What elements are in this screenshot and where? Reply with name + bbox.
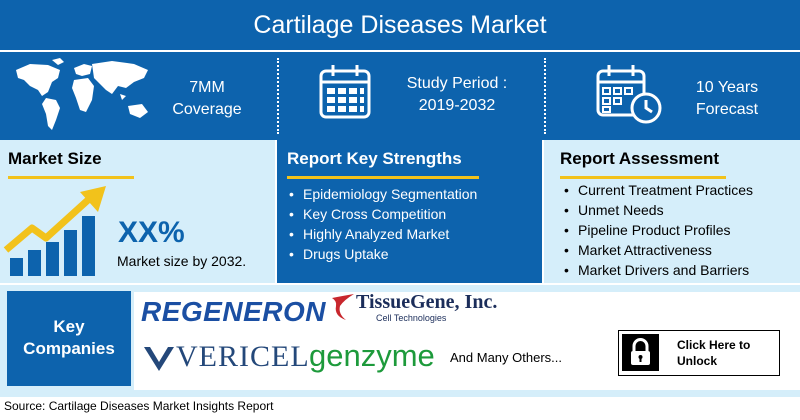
forecast-cell: 10 Years Forecast [546,52,800,140]
list-item: Drugs Uptake [289,244,477,264]
key-companies-label: Key Companies [7,291,131,386]
report-assessment-panel: Report Assessment Current Treatment Prac… [544,140,800,283]
divider [277,58,279,134]
unlock-label: Click Here to Unlock [677,337,750,369]
page-title: Cartilage Diseases Market [0,0,800,50]
unlock-label-line1: Click Here to [677,338,751,352]
lock-tile [622,334,659,371]
list-item: Unmet Needs [564,200,753,220]
title-underline [8,176,134,179]
list-item: Current Treatment Practices [564,180,753,200]
coverage-label: Coverage [172,101,242,118]
list-item: Market Drivers and Barriers [564,260,753,280]
vericel-mark-icon [144,347,174,371]
highlights-row: 7MM Coverage Study Period : 2019-2032 [0,52,800,140]
coverage-text: 7MM Coverage [162,77,252,121]
growth-chart-icon [3,186,106,276]
coverage-value: 7MM [189,79,225,96]
regeneron-logo: REGENERON [141,296,326,327]
others-text: And Many Others... [450,350,562,365]
tissuegene-swoosh-icon [332,294,354,320]
list-item: Pipeline Product Profiles [564,220,753,240]
study-period-cell: Study Period : 2019-2032 [279,52,544,140]
list-item: Key Cross Competition [289,204,477,224]
forecast-text: 10 Years Forecast [682,77,772,121]
source-note: Source: Cartilage Diseases Market Insigh… [4,399,274,413]
vericel-logo: VERICEL [176,340,310,373]
tissuegene-tagline: Cell Technologies [376,313,447,323]
key-strengths-title: Report Key Strengths [287,149,462,168]
title-underline [560,176,726,179]
list-item: Highly Analyzed Market [289,224,477,244]
study-period-value: 2019-2032 [418,97,496,114]
list-item: Epidemiology Segmentation [289,184,477,204]
genzyme-logo: genzyme [309,338,435,373]
world-map-icon [16,58,148,130]
study-period-label: Study Period : [406,75,508,92]
report-assessment-list: Current Treatment Practices Unmet Needs … [564,180,753,280]
list-item: Market Attractiveness [564,240,753,260]
lock-icon [631,338,650,365]
unlock-button[interactable]: Click Here to Unlock [618,330,780,376]
coverage-cell: 7MM Coverage [0,52,278,140]
forecast-value: 10 Years [695,79,759,96]
key-companies-line2: Companies [23,339,115,358]
unlock-label-line2: Unlock [677,354,718,368]
report-assessment-title: Report Assessment [560,149,720,168]
calendar-clock-icon [596,65,662,124]
market-size-panel: Market Size XX% Market size by 2032. [0,140,275,283]
market-size-value: XX% [118,216,185,249]
calendar-icon [319,65,371,119]
study-period-text: Study Period : 2019-2032 [387,73,527,117]
key-strengths-panel: Report Key Strengths Epidemiology Segmen… [277,140,542,283]
key-companies-line1: Key [53,317,85,336]
divider [544,58,546,134]
title-underline [287,176,479,179]
key-strengths-list: Epidemiology Segmentation Key Cross Comp… [289,184,477,264]
market-size-title: Market Size [8,149,102,168]
market-size-caption: Market size by 2032. [117,253,247,269]
forecast-label: Forecast [695,101,759,118]
tissuegene-logo: TissueGene, Inc. [356,291,498,313]
